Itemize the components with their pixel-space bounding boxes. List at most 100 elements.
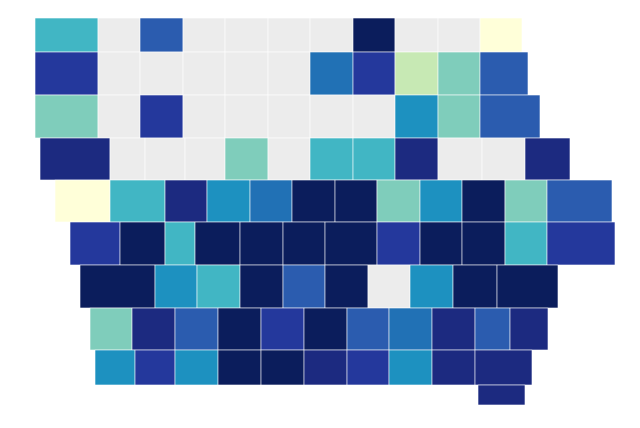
county: [267, 137, 311, 181]
county: [34, 17, 99, 53]
county: [437, 17, 481, 53]
county: [94, 349, 136, 386]
county: [388, 307, 433, 351]
county: [546, 221, 616, 266]
county: [352, 94, 396, 139]
county: [217, 349, 262, 386]
county: [182, 17, 226, 53]
county: [346, 349, 390, 386]
county: [479, 51, 529, 96]
county: [54, 179, 111, 223]
county: [184, 137, 226, 181]
county: [267, 17, 311, 53]
county: [224, 17, 269, 53]
county: [479, 17, 523, 53]
county: [174, 307, 219, 351]
county: [452, 264, 498, 309]
county: [164, 179, 208, 223]
county: [139, 51, 184, 96]
county: [394, 51, 439, 96]
county: [481, 137, 526, 181]
county: [324, 264, 369, 309]
county: [249, 179, 293, 223]
county: [367, 264, 411, 309]
county: [388, 349, 433, 386]
county: [131, 307, 176, 351]
county: [376, 221, 421, 266]
county: [79, 264, 156, 309]
county: [224, 137, 269, 181]
county: [217, 307, 262, 351]
county-layer: [34, 17, 616, 406]
county: [239, 264, 284, 309]
county: [352, 51, 396, 96]
county: [309, 51, 354, 96]
county: [119, 221, 166, 266]
county: [376, 179, 421, 223]
county: [496, 264, 559, 309]
county: [437, 94, 481, 139]
county: [164, 221, 196, 266]
county: [196, 264, 241, 309]
county: [303, 307, 348, 351]
county: [477, 384, 526, 406]
county: [109, 179, 166, 223]
county: [282, 264, 326, 309]
county: [309, 137, 354, 181]
county: [474, 349, 533, 386]
county: [303, 349, 348, 386]
county: [239, 221, 284, 266]
county: [174, 349, 219, 386]
county: [394, 137, 439, 181]
county: [461, 221, 506, 266]
county: [291, 179, 336, 223]
county: [34, 51, 99, 96]
county: [309, 94, 354, 139]
county: [479, 94, 541, 139]
county: [419, 179, 463, 223]
county: [69, 221, 121, 266]
county: [89, 307, 133, 351]
county: [260, 307, 305, 351]
county: [97, 17, 141, 53]
county: [39, 137, 111, 181]
county: [97, 51, 141, 96]
county: [206, 179, 251, 223]
county: [194, 221, 241, 266]
county: [504, 221, 548, 266]
county: [431, 307, 476, 351]
county: [546, 179, 613, 223]
county: [409, 264, 454, 309]
county: [346, 307, 390, 351]
county: [144, 137, 186, 181]
county: [109, 137, 146, 181]
county: [509, 307, 549, 351]
county: [134, 349, 176, 386]
county: [224, 94, 269, 139]
county: [419, 221, 463, 266]
county: [182, 94, 226, 139]
county: [182, 51, 226, 96]
county: [437, 137, 483, 181]
county: [224, 51, 269, 96]
county: [524, 137, 571, 181]
county: [260, 349, 305, 386]
county: [394, 17, 439, 53]
county: [431, 349, 476, 386]
county: [334, 179, 378, 223]
county: [461, 179, 506, 223]
county: [437, 51, 481, 96]
county: [267, 94, 311, 139]
county: [139, 17, 184, 53]
county: [504, 179, 548, 223]
county: [154, 264, 198, 309]
county: [282, 221, 326, 266]
county: [34, 94, 99, 139]
county: [139, 94, 184, 139]
county: [352, 17, 396, 53]
county: [267, 51, 311, 96]
county: [394, 94, 439, 139]
county: [97, 94, 141, 139]
